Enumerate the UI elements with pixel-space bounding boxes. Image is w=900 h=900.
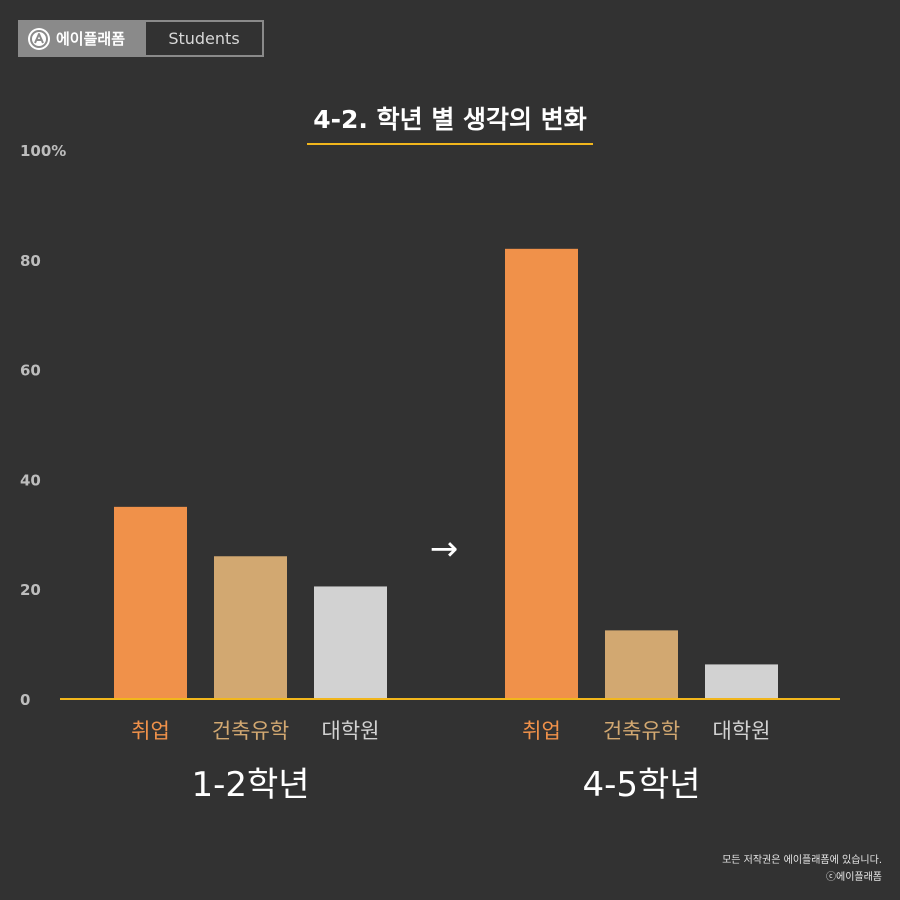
y-tick-label: 0 — [20, 691, 30, 709]
group-label: 4-5학년 — [582, 765, 700, 805]
copyright-mark: ⓒ에이플래폼 — [826, 872, 882, 883]
bar-2-1 — [505, 248, 578, 699]
category-label: 취업 — [522, 719, 561, 743]
bar-2-3 — [705, 664, 778, 699]
brand-name: 에이플래폼 — [56, 30, 126, 48]
bar-1-2 — [214, 556, 287, 699]
category-label: 건축유학 — [603, 719, 680, 743]
y-tick-label: 40 — [20, 471, 41, 489]
title-underline — [307, 143, 593, 145]
y-tick-label: 20 — [20, 581, 41, 599]
arrow-icon: → — [430, 529, 459, 569]
chart-title: 4-2. 학년 별 생각의 변화 — [313, 105, 587, 134]
footer: 모든 저작권은 에이플래폼에 있습니다. ⓒ에이플래폼 — [722, 852, 882, 886]
bars — [114, 248, 778, 699]
y-tick-label: 80 — [20, 252, 41, 270]
bar-1-3 — [314, 586, 387, 699]
brand-logo-block: 에이플래폼 — [20, 22, 146, 55]
category-labels: 취업 건축유학 대학원 취업 건축유학 대학원 — [131, 719, 770, 743]
category-label: 대학원 — [322, 719, 380, 743]
brand-badge: 에이플래폼 Students — [18, 20, 264, 57]
bar-1-1 — [114, 506, 187, 699]
y-tick-label: 60 — [20, 362, 41, 380]
y-axis-ticks: 0 20 40 60 80 100% — [20, 142, 66, 709]
a-logo-icon — [28, 27, 50, 50]
copyright-text: 모든 저작권은 에이플래폼에 있습니다. — [722, 855, 882, 866]
group-label: 1-2학년 — [191, 765, 309, 805]
category-label: 건축유학 — [212, 719, 289, 743]
y-tick-label: 100% — [20, 142, 66, 160]
brand-tag: Students — [146, 22, 262, 55]
category-label: 대학원 — [713, 719, 771, 743]
group-labels: 1-2학년 4-5학년 — [191, 765, 700, 805]
bar-2-2 — [605, 630, 678, 699]
category-label: 취업 — [131, 719, 170, 743]
